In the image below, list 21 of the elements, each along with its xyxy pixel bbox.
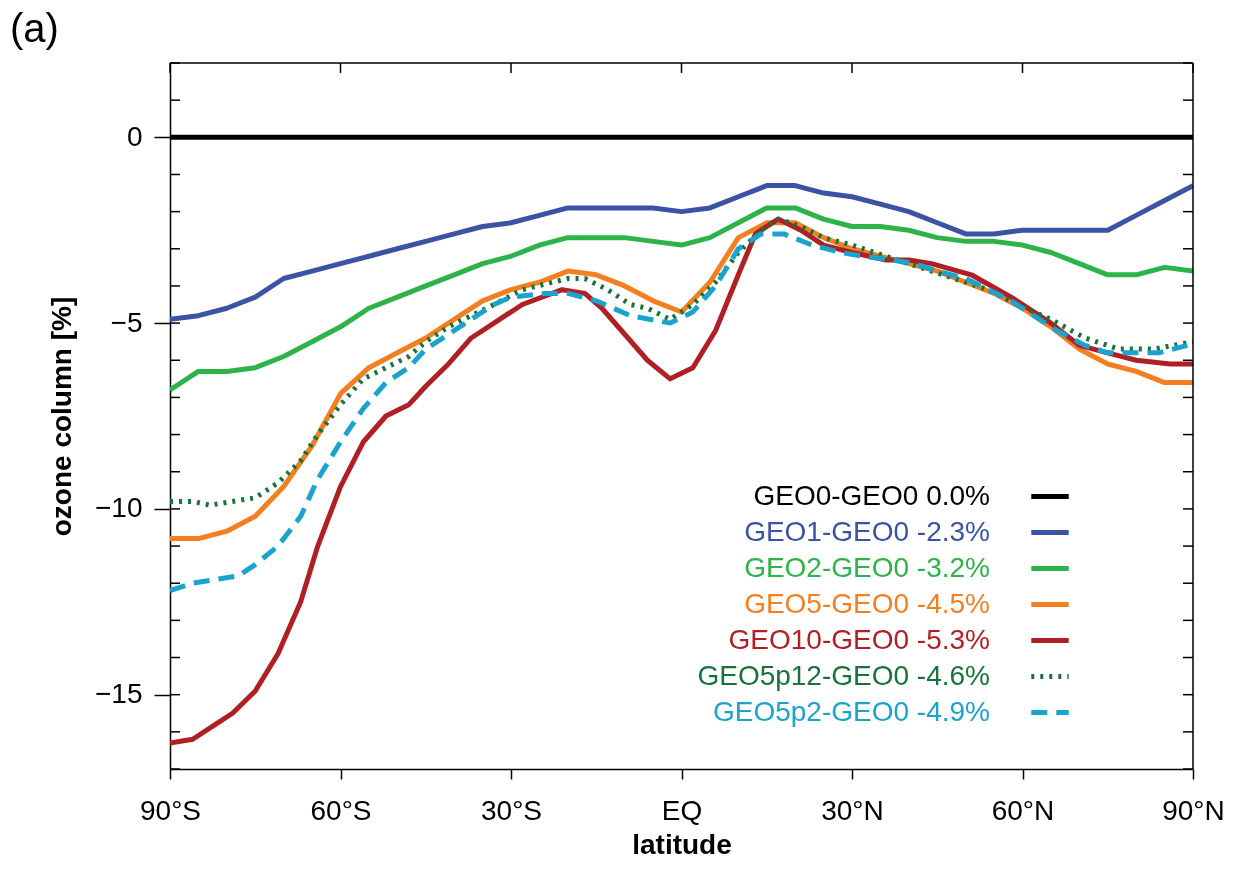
legend-label: GEO5p12-GEO0 -4.6% <box>697 659 990 691</box>
x-tick-label: 30°N <box>821 794 884 826</box>
chart-title: (a) <box>10 6 59 51</box>
legend-label: GEO5-GEO0 -4.5% <box>744 587 990 619</box>
x-tick-label: EQ <box>661 794 703 826</box>
y-tick-label: 0 <box>126 120 143 152</box>
legend-label: GEO0-GEO0 0.0% <box>753 479 990 511</box>
x-tick-label: 60°S <box>310 794 372 826</box>
y-tick-label: −5 <box>110 306 143 338</box>
y-tick-label: −10 <box>95 492 143 524</box>
x-tick-label: 30°S <box>480 794 543 826</box>
y-axis-title: ozone column [%] <box>46 296 77 537</box>
legend-label: GEO10-GEO0 -5.3% <box>728 623 990 655</box>
legend-label: GEO1-GEO0 -2.3% <box>744 515 990 547</box>
x-tick-label: 90°S <box>139 794 202 826</box>
y-tick-label: −15 <box>95 678 143 710</box>
legend-label: GEO5p2-GEO0 -4.9% <box>712 695 990 727</box>
legend-label: GEO2-GEO0 -3.2% <box>744 551 990 583</box>
x-axis-title: latitude <box>632 828 732 860</box>
x-tick-label: 90°N <box>1162 794 1225 826</box>
x-tick-label: 60°N <box>991 794 1055 826</box>
